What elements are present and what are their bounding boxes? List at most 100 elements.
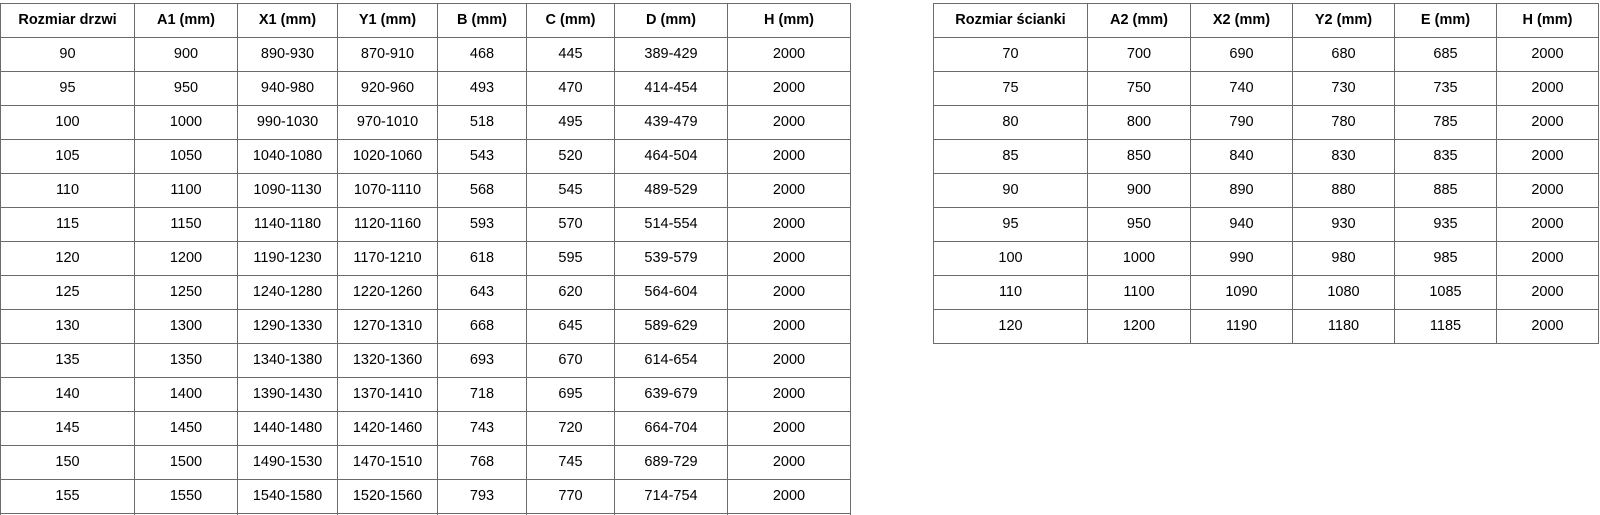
table-cell: 714-754 (614, 479, 728, 514)
table-cell: 150 (0, 445, 135, 480)
table-cell: 1270-1310 (337, 309, 438, 344)
table-cell: 1200 (134, 241, 238, 276)
table-cell: 620 (526, 275, 615, 310)
table-cell: 950 (134, 71, 238, 106)
table-cell: 1470-1510 (337, 445, 438, 480)
table-cell: 890 (1190, 173, 1293, 208)
table-cell: 614-654 (614, 343, 728, 378)
table-cell: 1000 (1087, 241, 1191, 276)
table-cell: 835 (1394, 139, 1497, 174)
door-dimensions-table: Rozmiar drzwi A1 (mm) X1 (mm) Y1 (mm) B (mm)… (0, 3, 851, 515)
table-cell: 745 (526, 445, 615, 480)
table-cell: 1300 (134, 309, 238, 344)
table-cell: 570 (526, 207, 615, 242)
table-cell: 2000 (1496, 105, 1599, 140)
table-cell: 120 (0, 241, 135, 276)
table-cell: 830 (1292, 139, 1395, 174)
table-cell: 790 (1190, 105, 1293, 140)
table-cell: 2000 (727, 309, 851, 344)
table-cell: 414-454 (614, 71, 728, 106)
wall_table-column-header-3: Y2 (mm) (1292, 3, 1395, 38)
table-row: 85 850 840 830 835 2000 (933, 139, 1599, 174)
table-cell: 2000 (727, 445, 851, 480)
table-cell: 720 (526, 411, 615, 446)
door_table-column-header-2: X1 (mm) (237, 3, 338, 38)
table-cell: 1350 (134, 343, 238, 378)
door_table-column-header-7: H (mm) (727, 3, 851, 38)
table-cell: 2000 (727, 377, 851, 412)
table-cell: 2000 (727, 411, 851, 446)
table-cell: 940 (1190, 207, 1293, 242)
table-cell: 1140-1180 (237, 207, 338, 242)
table-cell: 1000 (134, 105, 238, 140)
table-cell: 780 (1292, 105, 1395, 140)
table-cell: 680 (1292, 37, 1395, 72)
table-cell: 2000 (727, 37, 851, 72)
wall_table-column-header-1: A2 (mm) (1087, 3, 1191, 38)
table-cell: 793 (437, 479, 527, 514)
table-row: 100 1000 990 980 985 2000 (933, 241, 1599, 276)
table-cell: 2000 (727, 139, 851, 174)
table-cell: 1440-1480 (237, 411, 338, 446)
table-cell: 1370-1410 (337, 377, 438, 412)
table-cell: 518 (437, 105, 527, 140)
table-cell: 870-910 (337, 37, 438, 72)
table-header-row: Rozmiar ścianki A2 (mm) X2 (mm) Y2 (mm) E (m… (933, 3, 1599, 38)
table-cell: 589-629 (614, 309, 728, 344)
table-row: 145 1450 1440-1480 1420-1460 743 720 664-704 20… (0, 411, 851, 446)
table-cell: 1400 (134, 377, 238, 412)
door_table-column-header-3: Y1 (mm) (337, 3, 438, 38)
table-cell: 1540-1580 (237, 479, 338, 514)
table-cell: 110 (933, 275, 1088, 310)
table-cell: 900 (1087, 173, 1191, 208)
door_table-column-header-4: B (mm) (437, 3, 527, 38)
table-cell: 110 (0, 173, 135, 208)
table-cell: 1085 (1394, 275, 1497, 310)
table-cell: 618 (437, 241, 527, 276)
table-cell: 690 (1190, 37, 1293, 72)
table-row: 120 1200 1190 1180 1185 2000 (933, 309, 1599, 344)
table-cell: 155 (0, 479, 135, 514)
table-cell: 740 (1190, 71, 1293, 106)
table-cell: 643 (437, 275, 527, 310)
table-cell: 2000 (1496, 37, 1599, 72)
table-cell: 1180 (1292, 309, 1395, 344)
table-row: 95 950 940-980 920-960 493 470 414-454 2000 (0, 71, 851, 106)
door_table-column-header-0: Rozmiar drzwi (0, 3, 135, 38)
table-cell: 1390-1430 (237, 377, 338, 412)
table-cell: 470 (526, 71, 615, 106)
table-cell: 595 (526, 241, 615, 276)
table-cell: 90 (0, 37, 135, 72)
table-cell: 135 (0, 343, 135, 378)
table-cell: 695 (526, 377, 615, 412)
table-cell: 1520-1560 (337, 479, 438, 514)
table-cell: 125 (0, 275, 135, 310)
table-cell: 120 (933, 309, 1088, 344)
table-cell: 389-429 (614, 37, 728, 72)
table-cell: 2000 (727, 173, 851, 208)
table-cell: 75 (933, 71, 1088, 106)
table-cell: 1100 (1087, 275, 1191, 310)
table-cell: 2000 (1496, 275, 1599, 310)
table-cell: 95 (0, 71, 135, 106)
table-cell: 920-960 (337, 71, 438, 106)
table-cell: 105 (0, 139, 135, 174)
door_table-column-header-5: C (mm) (526, 3, 615, 38)
table-row: 135 1350 1340-1380 1320-1360 693 670 614-654 20… (0, 343, 851, 378)
table-cell: 735 (1394, 71, 1497, 106)
table-cell: 1080 (1292, 275, 1395, 310)
table-row: 110 1100 1090 1080 1085 2000 (933, 275, 1599, 310)
table-cell: 445 (526, 37, 615, 72)
table-cell: 890-930 (237, 37, 338, 72)
table-cell: 495 (526, 105, 615, 140)
table-cell: 670 (526, 343, 615, 378)
door_table-column-header-6: D (mm) (614, 3, 728, 38)
table-cell: 70 (933, 37, 1088, 72)
door-table-header: Rozmiar drzwi A1 (mm) X1 (mm) Y1 (mm) B (mm)… (0, 3, 851, 38)
table-cell: 514-554 (614, 207, 728, 242)
table-cell: 718 (437, 377, 527, 412)
table-cell: 1170-1210 (337, 241, 438, 276)
door_table-column-header-1: A1 (mm) (134, 3, 238, 38)
table-cell: 593 (437, 207, 527, 242)
